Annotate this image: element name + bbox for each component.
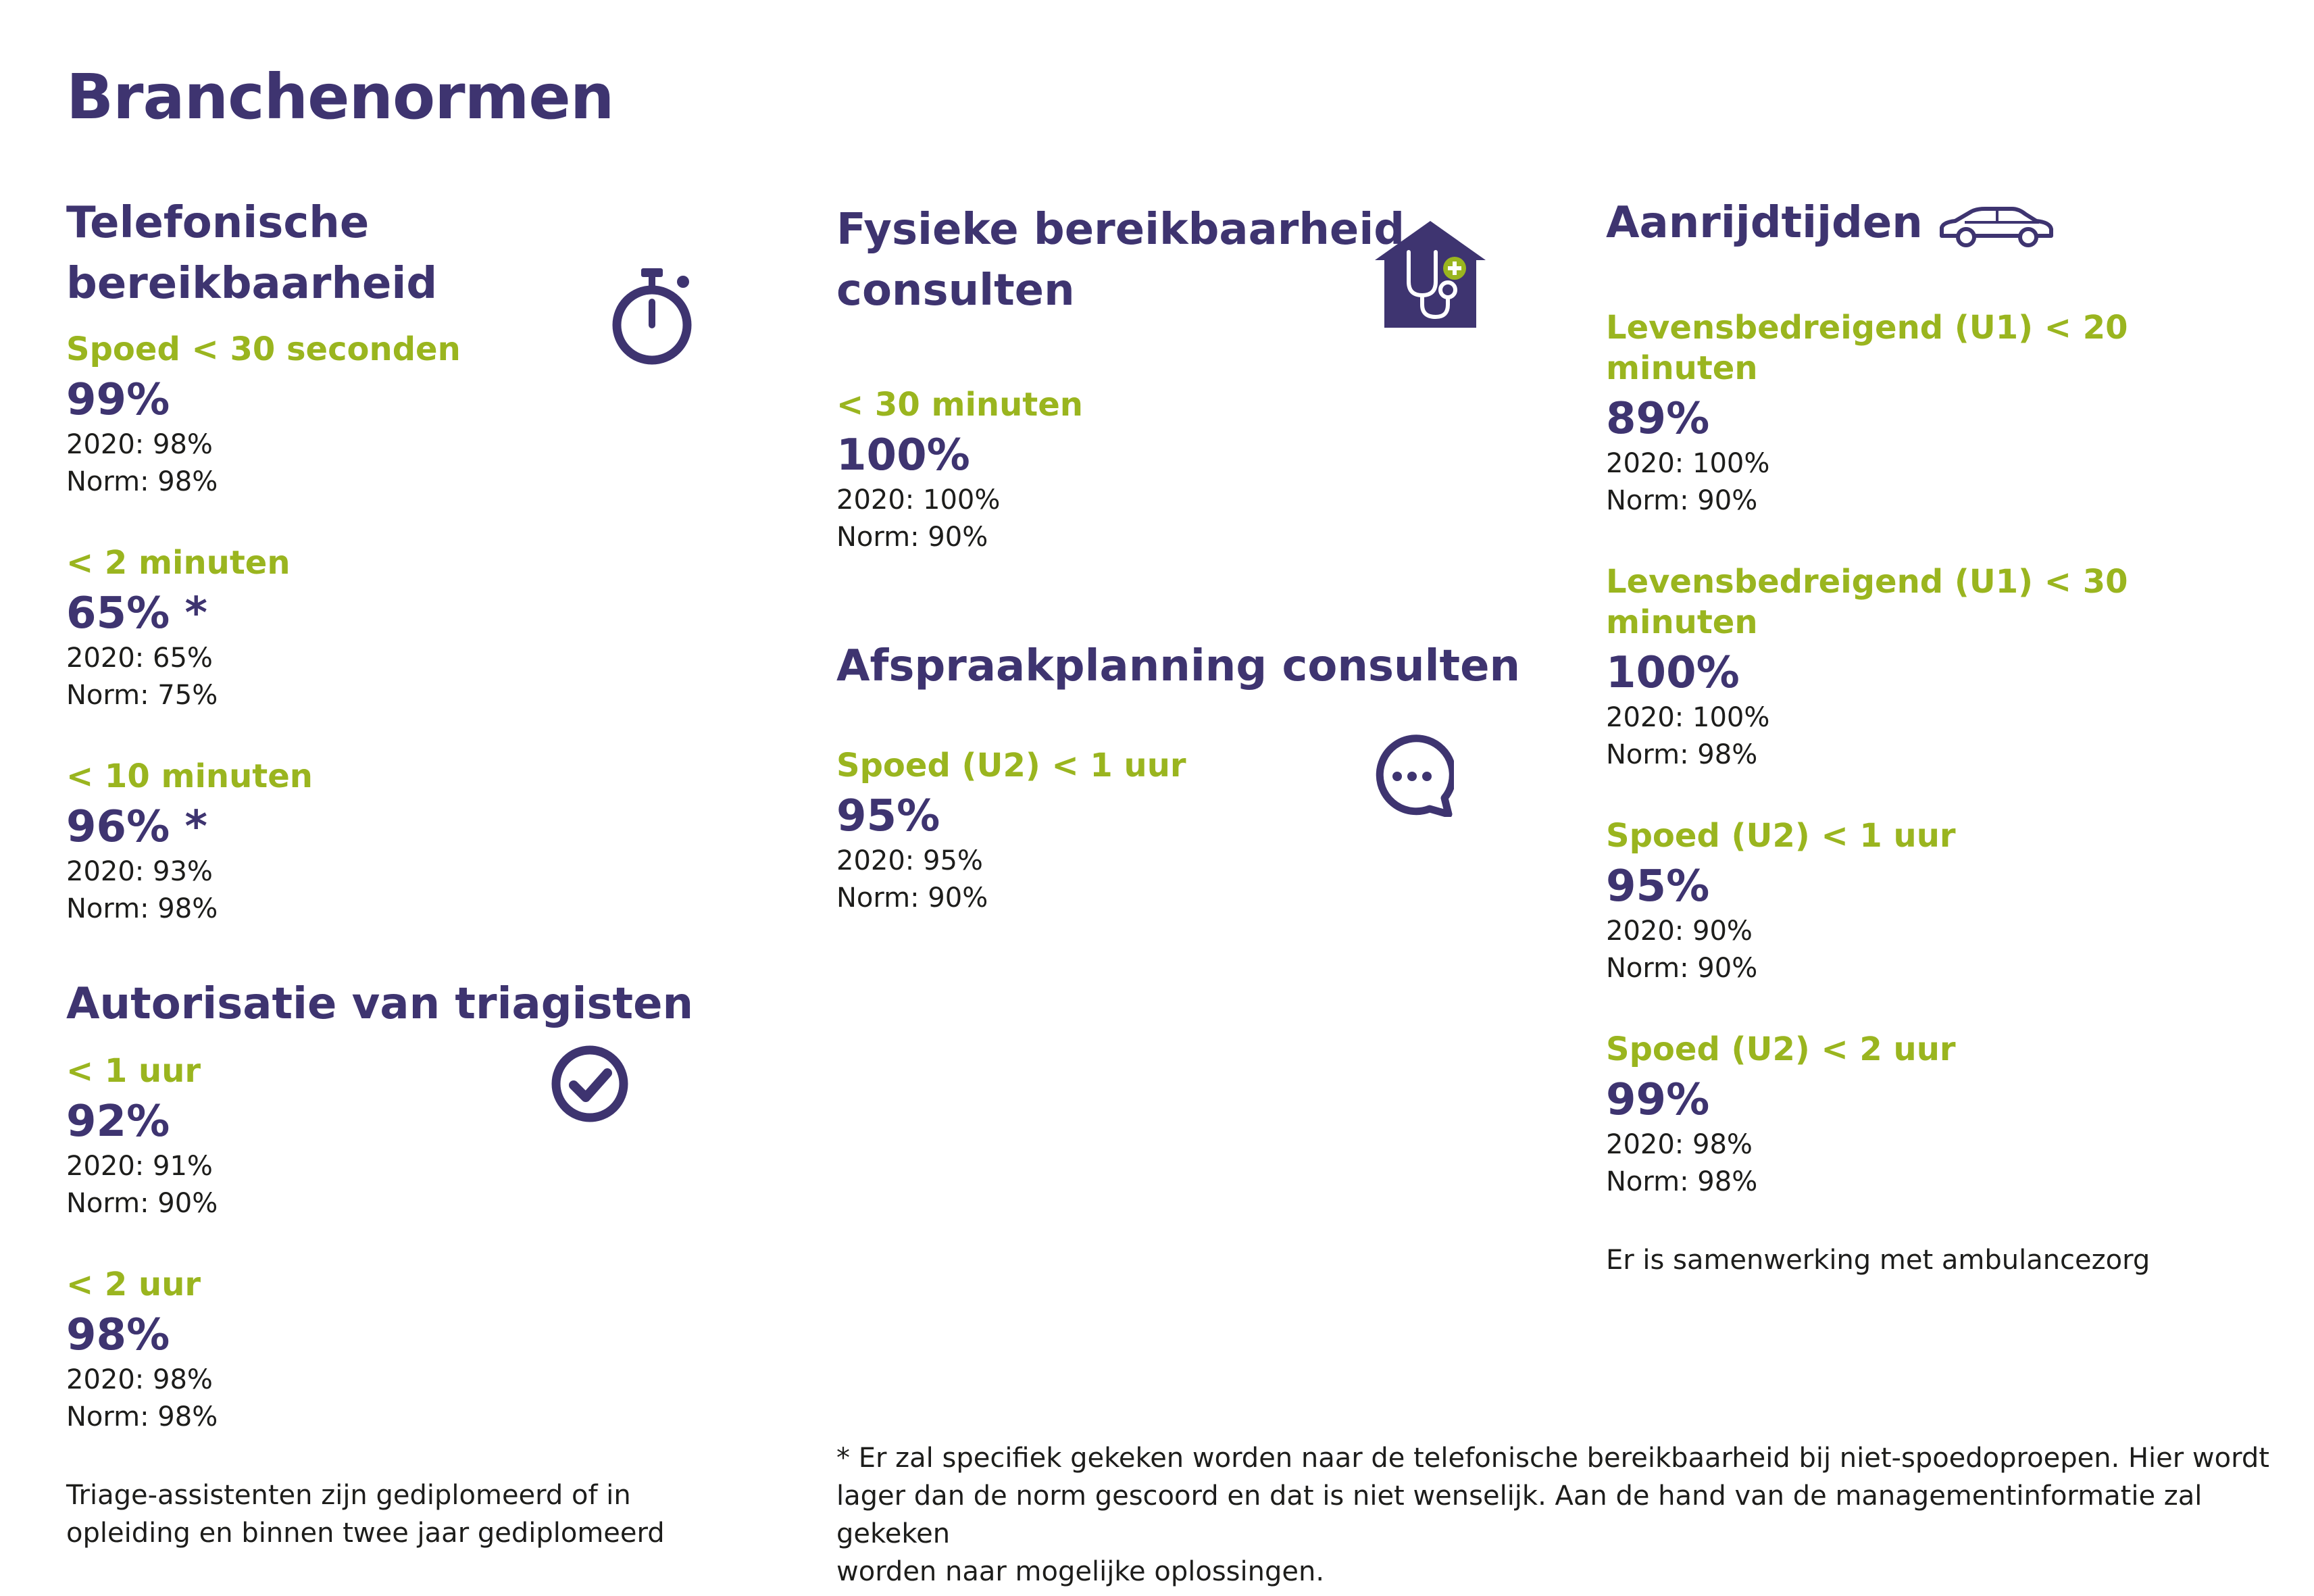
metric-value: 99% [66,375,170,425]
metric-aanrijd-3: Spoed (U2) < 1 uur 95% 2020: 90% Norm: 9… [1606,816,2255,987]
autorisatie-note: Triage-assistenten zijn gediplomeerd of … [66,1476,715,1552]
metric-previous: 2020: 100% [1606,702,1770,733]
car-icon [1938,206,2054,251]
metric-previous: 2020: 90% [1606,916,1753,947]
metric-afspraak-1: Spoed (U2) < 1 uur 95% 2020: 95% Norm: 9… [836,745,1546,917]
metric-label: < 2 minuten [66,544,291,582]
section-title-aanrijd: Aanrijdtijden [1606,198,1923,248]
metric-norm: Norm: 98% [66,893,218,924]
metric-value: 99% [1606,1075,1710,1125]
metric-autorisatie-2: < 2 uur 98% 2020: 98% Norm: 98% [66,1264,715,1436]
metric-label: Spoed (U2) < 1 uur [1606,817,1956,855]
metric-telefonisch-3: < 10 minuten 96% * 2020: 93% Norm: 98% [66,756,715,928]
metric-previous: 2020: 100% [1606,448,1770,479]
metric-norm: Norm: 98% [1606,1166,1758,1197]
chat-bubble-icon [1370,733,1457,820]
metric-previous: 2020: 98% [66,1364,213,1395]
metric-norm: Norm: 98% [66,1401,218,1432]
metric-previous: 2020: 100% [836,484,1001,516]
metric-value: 98% [66,1310,170,1360]
section-title-telefonisch: Telefonische bereikbaarheid [66,198,438,309]
metric-norm: Norm: 90% [66,1188,218,1219]
metric-label: Levensbedreigend (U1) < 30 minuten [1606,563,2128,641]
metric-label: Spoed < 30 seconden [66,330,461,368]
metric-value: 95% [836,791,940,841]
metric-label: < 1 uur [66,1052,201,1090]
metric-norm: Norm: 75% [66,680,218,711]
metric-aanrijd-4: Spoed (U2) < 2 uur 99% 2020: 98% Norm: 9… [1606,1029,2255,1201]
metric-previous: 2020: 65% [66,643,213,674]
metric-aanrijd-2: Levensbedreigend (U1) < 30 minuten 100% … [1606,562,2255,774]
column-telefonisch: Telefonische bereikbaarheid Spoed < 30 s… [66,193,715,1552]
metric-fysiek-1: < 30 minuten 100% 2020: 100% Norm: 90% [836,384,1546,556]
metric-telefonisch-2: < 2 minuten 65% * 2020: 65% Norm: 75% [66,543,715,714]
metric-norm: Norm: 90% [836,882,988,914]
footnote: * Er zal specifiek gekeken worden naar d… [836,1439,2275,1591]
metric-norm: Norm: 90% [836,522,988,553]
metric-label: < 10 minuten [66,757,313,795]
metric-value: 92% [66,1097,170,1147]
metric-value: 100% [1606,648,1740,698]
stopwatch-icon [610,267,694,370]
metric-norm: Norm: 98% [1606,739,1758,770]
metric-label: Spoed (U2) < 2 uur [1606,1030,1956,1068]
metric-label: < 30 minuten [836,386,1083,424]
note-line: Triage-assistenten zijn gediplomeerd of … [66,1480,631,1511]
aanrijd-note: Er is samenwerking met ambulancezorg [1606,1245,2150,1276]
footnote-line: * Er zal specifiek gekeken worden naar d… [836,1443,2269,1474]
metric-autorisatie-1: < 1 uur 92% 2020: 91% Norm: 90% [66,1051,715,1222]
check-circle-icon [551,1045,629,1126]
metric-telefonisch-1: Spoed < 30 seconden 99% 2020: 98% Norm: … [66,329,715,501]
metric-previous: 2020: 98% [66,429,213,460]
title-line: Fysieke bereikbaarheid [836,205,1405,255]
page-title: Branchenormen [66,61,614,133]
section-title-fysiek: Fysieke bereikbaarheid consulten [836,199,1546,321]
column-fysiek: Fysieke bereikbaarheid consulten < 30 mi… [836,199,1546,917]
metric-previous: 2020: 98% [1606,1129,1753,1160]
house-medical-icon [1374,220,1487,332]
metric-previous: 2020: 91% [66,1151,213,1182]
metric-value: 100% [836,430,970,480]
metric-label: < 2 uur [66,1266,201,1303]
column-aanrijd: Aanrijdtijden Levensbedreigend (U1) < 20… [1606,193,2255,1279]
metric-value: 89% [1606,394,1710,444]
metric-value: 96% * [66,802,207,852]
section-title-autorisatie: Autorisatie van triagisten [66,979,694,1029]
note-line: opleiding en binnen twee jaar gediplomee… [66,1518,665,1549]
footnote-line: lager dan de norm gescoord en dat is nie… [836,1480,2203,1549]
metric-previous: 2020: 93% [66,856,213,887]
metric-norm: Norm: 98% [66,466,218,497]
metric-norm: Norm: 90% [1606,953,1758,984]
title-line: consulten [836,266,1075,316]
footnote-line: worden naar mogelijke oplossingen. [836,1556,1325,1587]
metric-label: Levensbedreigend (U1) < 20 minuten [1606,309,2128,387]
section-title-afspraak: Afspraakplanning consulten [836,641,1521,691]
metric-label: Spoed (U2) < 1 uur [836,747,1186,784]
metric-value: 95% [1606,862,1710,912]
metric-value: 65% * [66,589,207,639]
metric-aanrijd-1: Levensbedreigend (U1) < 20 minuten 89% 2… [1606,307,2255,520]
metric-previous: 2020: 95% [836,845,983,876]
metric-norm: Norm: 90% [1606,485,1758,516]
